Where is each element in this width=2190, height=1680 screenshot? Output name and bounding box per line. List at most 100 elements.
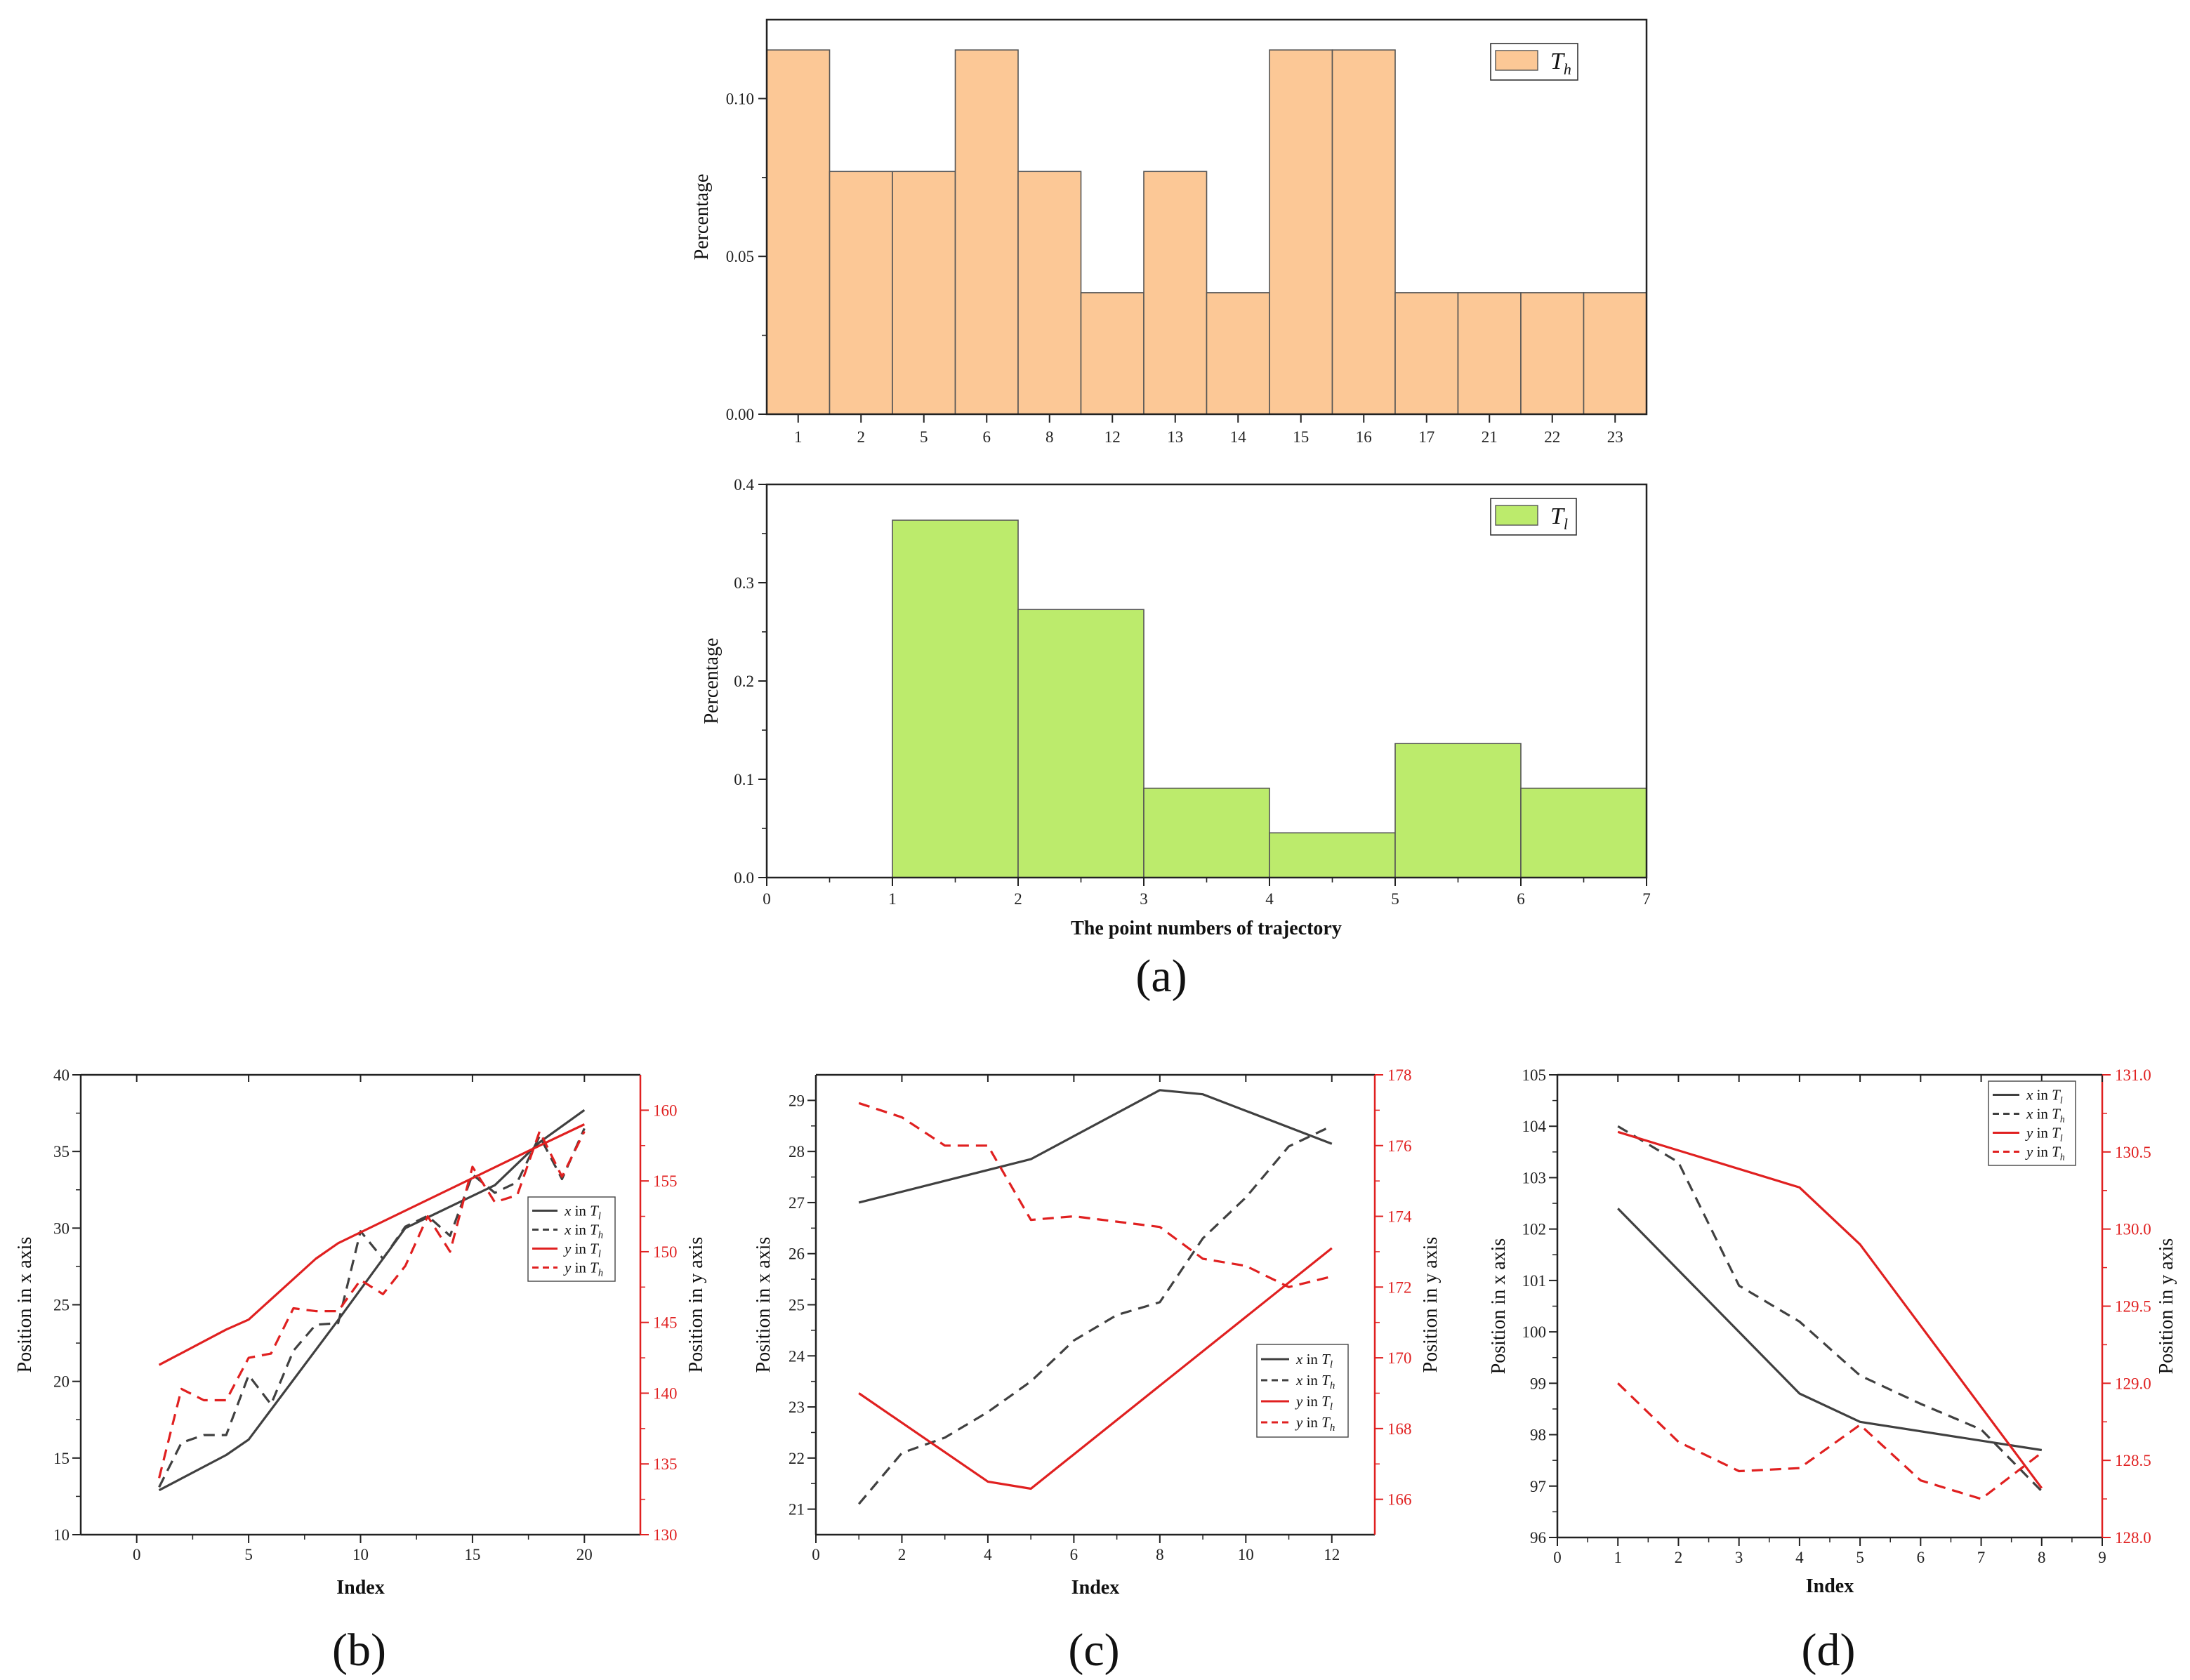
x-tick-label: 3 bbox=[1140, 890, 1148, 908]
panel-label-b: (b) bbox=[332, 1625, 386, 1676]
y-tick-label: 96 bbox=[1530, 1529, 1546, 1547]
series-y-Tl bbox=[158, 1123, 585, 1366]
legend-subscript: h bbox=[1564, 60, 1571, 78]
legend-label: x in Tl bbox=[564, 1203, 601, 1222]
chart-c: 0 2 4 6 8 10 122122232425262728291661681701721… bbox=[753, 1066, 1442, 1676]
y-tick-label: 102 bbox=[1522, 1221, 1547, 1238]
series-x-Th bbox=[1617, 1125, 2043, 1493]
y2-tick-label: 145 bbox=[653, 1314, 678, 1332]
x-tick-label: 12 bbox=[1324, 1546, 1340, 1563]
y-tick-label: 24 bbox=[789, 1347, 805, 1365]
x-tick-label: 17 bbox=[1418, 428, 1434, 446]
y2-tick-label: 166 bbox=[1387, 1491, 1412, 1509]
bar-21 bbox=[1457, 292, 1522, 415]
panel-label-c: (c) bbox=[1068, 1625, 1119, 1676]
legend-subscript: h bbox=[2060, 1152, 2065, 1163]
legend-symbol: T bbox=[590, 1222, 599, 1238]
legend-in: in bbox=[571, 1259, 590, 1276]
legend: x in Tlx in Thy in Tly in Th bbox=[527, 1196, 616, 1282]
legend-var: y bbox=[2025, 1144, 2033, 1160]
x-tick-label: 2 bbox=[898, 1546, 906, 1563]
x-tick-label: 4 bbox=[1795, 1549, 1804, 1566]
y2-tick-label: 129.5 bbox=[2115, 1298, 2151, 1316]
y-tick-label: 0.0 bbox=[734, 869, 754, 887]
legend-var: y bbox=[563, 1241, 572, 1257]
bar-16 bbox=[1331, 49, 1396, 415]
chart-a-top: 0.000.050.101 2 5 6 8 12 13 14 15 16 17 21 22 23Perce… bbox=[691, 18, 1648, 446]
x-tick-label: 4 bbox=[1265, 890, 1274, 908]
legend: Tl bbox=[1490, 498, 1577, 536]
x-tick-label: 8 bbox=[1045, 428, 1054, 446]
y-axis-label: Position in x axis bbox=[1488, 1238, 1510, 1375]
bar-13 bbox=[1143, 171, 1208, 415]
legend-var: y bbox=[563, 1259, 572, 1276]
legend-label: x in Th bbox=[1295, 1372, 1335, 1391]
bar-17 bbox=[1394, 292, 1459, 415]
chart-a-bottom: 0.0 0.1 0.2 0.3 0.4 0 1 2 3 4 5 6 7 The point numbers… bbox=[701, 476, 1651, 1002]
bar-bin-4-5 bbox=[1269, 832, 1396, 878]
y-tick-label: 97 bbox=[1530, 1478, 1546, 1495]
chart-d: 0 1 2 3 4 5 6 7 8 9 96 97 98 99 100 101 102 103 104 105 128.… bbox=[1488, 1066, 2177, 1676]
legend-subscript: h bbox=[1330, 1380, 1335, 1391]
y2-tick-label: 170 bbox=[1387, 1349, 1412, 1367]
y-tick-label: 100 bbox=[1522, 1323, 1547, 1341]
y-tick-label: 23 bbox=[789, 1398, 805, 1416]
y2-tick-label: 168 bbox=[1387, 1420, 1412, 1438]
x-tick-label: 0 bbox=[763, 890, 771, 908]
legend-label: x in Tl bbox=[2026, 1087, 2063, 1106]
legend-subscript: l bbox=[1330, 1401, 1333, 1413]
x-tick-label: 22 bbox=[1544, 428, 1560, 446]
y-tick-label: 15 bbox=[53, 1450, 70, 1467]
series-x-Th bbox=[158, 1127, 586, 1488]
y-tick-label: 104 bbox=[1522, 1118, 1547, 1135]
y2-tick-label: 176 bbox=[1387, 1137, 1412, 1155]
bar-6 bbox=[954, 49, 1019, 415]
y-tick-label: 0.10 bbox=[726, 90, 754, 107]
legend-subscript: l bbox=[598, 1249, 601, 1260]
x-tick-label: 8 bbox=[1156, 1546, 1164, 1563]
y-axis-label: Position in x axis bbox=[14, 1237, 36, 1373]
series-x-Th bbox=[857, 1125, 1333, 1505]
legend-label: x in Th bbox=[564, 1222, 603, 1241]
series-x-Tl bbox=[158, 1109, 586, 1492]
y2-axis-label: Position in y axis bbox=[685, 1237, 707, 1373]
bar-bin-5-6 bbox=[1394, 743, 1522, 878]
x-axis-label: Index bbox=[1071, 1577, 1119, 1599]
y2-tick-label: 174 bbox=[1387, 1208, 1412, 1226]
legend-var: x bbox=[2026, 1106, 2033, 1123]
legend-in: in bbox=[571, 1203, 590, 1219]
legend-symbol: T bbox=[1321, 1372, 1331, 1389]
x-tick-label: 14 bbox=[1230, 428, 1247, 446]
legend-in: in bbox=[2033, 1087, 2052, 1104]
legend-subscript: h bbox=[598, 1268, 603, 1279]
legend-label: y in Tl bbox=[1295, 1393, 1333, 1413]
legend-in: in bbox=[571, 1241, 590, 1257]
legend-label: y in Tl bbox=[563, 1241, 601, 1260]
y2-axis-label: Position in y axis bbox=[2156, 1238, 2177, 1375]
legend-symbol: T bbox=[1321, 1351, 1331, 1368]
legend-label: y in Tl bbox=[2025, 1125, 2063, 1144]
legend-label: y in Th bbox=[2025, 1144, 2065, 1163]
x-axis-label: Index bbox=[336, 1577, 384, 1599]
series-y-Th bbox=[858, 1102, 1333, 1288]
bar-8 bbox=[1017, 171, 1082, 415]
x-tick-label: 8 bbox=[2038, 1549, 2046, 1566]
y2-axis-label: Position in y axis bbox=[1420, 1237, 1442, 1373]
x-axis-label: Index bbox=[1806, 1575, 1854, 1597]
series-y-Th bbox=[1617, 1382, 2043, 1500]
x-tick-label: 21 bbox=[1482, 428, 1498, 446]
x-tick-label: 23 bbox=[1607, 428, 1623, 446]
y-tick-label: 26 bbox=[789, 1245, 805, 1263]
series-y-Th bbox=[158, 1130, 586, 1479]
x-tick-label: 0 bbox=[1553, 1549, 1562, 1566]
y2-tick-label: 150 bbox=[653, 1243, 678, 1261]
panel-label-d: (d) bbox=[1802, 1625, 1856, 1676]
y-tick-label: 20 bbox=[53, 1373, 70, 1391]
y-axis-label: Position in x axis bbox=[753, 1237, 774, 1373]
y-tick-label: 28 bbox=[789, 1143, 805, 1160]
x-tick-label: 5 bbox=[920, 428, 928, 446]
legend-symbol: T bbox=[590, 1203, 599, 1219]
legend-label: x in Th bbox=[2026, 1106, 2065, 1125]
series-y-Tl bbox=[858, 1247, 1333, 1490]
